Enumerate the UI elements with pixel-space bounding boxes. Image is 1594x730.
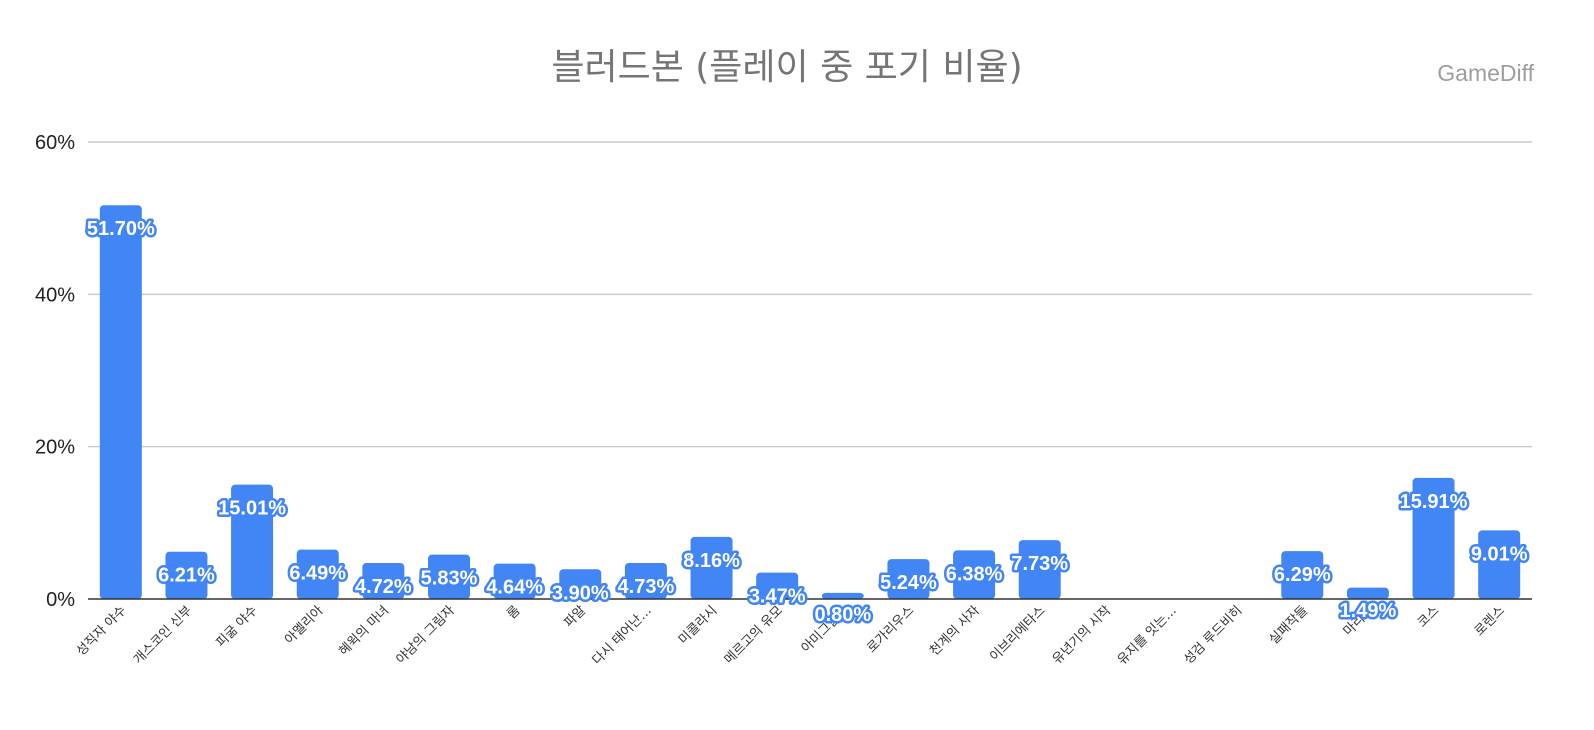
x-tick-label: 유년기의 시작 xyxy=(1050,603,1114,667)
x-tick-label: 로가리우스 xyxy=(864,603,917,656)
bar xyxy=(165,551,208,599)
bar xyxy=(953,550,996,599)
data-label: 5.83% xyxy=(421,568,478,590)
data-label: 4.72% xyxy=(355,576,412,598)
x-tick-label: 야남의 그림자 xyxy=(394,603,458,667)
data-label: 3.47% xyxy=(749,586,806,608)
x-tick-label: 이브리에타스 xyxy=(987,603,1048,664)
bar xyxy=(428,554,470,599)
y-tick-label: 0% xyxy=(46,589,75,611)
x-tick-label: 다시 태어난… xyxy=(590,603,655,668)
x-tick-label: 혜윅의 마녀 xyxy=(336,603,392,659)
data-label: 1.49% xyxy=(1340,600,1397,622)
data-label: 6.21% xyxy=(158,565,215,587)
x-tick-label: 롬 xyxy=(504,603,523,622)
bar xyxy=(1478,530,1521,599)
data-label: 4.73% xyxy=(618,576,675,598)
data-label: 7.73% xyxy=(1011,553,1068,575)
bar xyxy=(1281,551,1324,599)
bar xyxy=(756,572,799,599)
data-label: 51.70% xyxy=(87,218,155,240)
x-tick-label: 개스코인 신부 xyxy=(131,603,195,667)
bar xyxy=(624,562,667,599)
bars xyxy=(99,205,1521,600)
bar xyxy=(1412,477,1455,599)
y-tick-label: 40% xyxy=(35,284,75,306)
chart-title: 블러드본 (플레이 중 포기 비율) xyxy=(551,47,1023,88)
bar xyxy=(362,563,405,599)
x-tick-label: 실패작들 xyxy=(1267,603,1311,647)
x-tick-label: 아멜리아 xyxy=(282,603,326,647)
bar xyxy=(1018,540,1061,599)
bar xyxy=(690,536,733,599)
data-label: 8.16% xyxy=(683,550,740,572)
data-label: 15.91% xyxy=(1400,491,1468,513)
y-axis-ticks: 0% 20% 40% 60% xyxy=(35,132,75,611)
data-label: 15.01% xyxy=(218,498,286,520)
x-tick-label: 메르고의 유모 xyxy=(722,603,786,667)
data-label: 0.80% xyxy=(814,604,871,626)
bar xyxy=(296,549,339,599)
bar xyxy=(821,592,864,599)
data-label: 3.90% xyxy=(552,582,609,604)
bar xyxy=(493,563,536,599)
bar xyxy=(231,484,274,599)
x-tick-label: 천계의 사자 xyxy=(927,603,983,659)
data-label: 6.49% xyxy=(289,563,346,585)
data-label: 6.29% xyxy=(1274,564,1331,586)
y-tick-label: 60% xyxy=(35,132,75,154)
data-label: 5.24% xyxy=(880,572,937,594)
data-label: 4.64% xyxy=(486,577,543,599)
x-tick-label: 유지를 잇는… xyxy=(1115,603,1180,668)
bar xyxy=(887,559,930,599)
bar xyxy=(99,205,142,600)
data-labels: 51.70% 6.21% 15.01% 6.49% 4.72% 5.83% 4.64% 3.9… xyxy=(84,216,1530,629)
bar xyxy=(1346,587,1389,599)
y-tick-label: 20% xyxy=(35,437,75,459)
x-tick-label: 피굶 야수 xyxy=(214,603,261,650)
gridlines xyxy=(88,141,1532,448)
x-tick-label: 코스 xyxy=(1415,603,1443,631)
bar xyxy=(559,569,602,599)
data-label: 6.38% xyxy=(946,563,1003,585)
data-label: 9.01% xyxy=(1471,543,1528,565)
x-tick-label: 로렌스 xyxy=(1472,603,1508,639)
watermark-text: GameDiff xyxy=(1437,60,1534,86)
x-tick-label: 성직자 야수 xyxy=(74,603,130,659)
x-tick-label: 미콜라시 xyxy=(676,603,720,647)
x-tick-label: 성검 루드비히 xyxy=(1181,603,1245,667)
x-axis-ticks: 성직자 야수 개스코인 신부 피굶 야수 아멜리아 혜윅의 마녀 야남의 그림자 롬 파알 다시… xyxy=(74,603,1508,668)
x-tick-label: 파알 xyxy=(562,603,590,631)
